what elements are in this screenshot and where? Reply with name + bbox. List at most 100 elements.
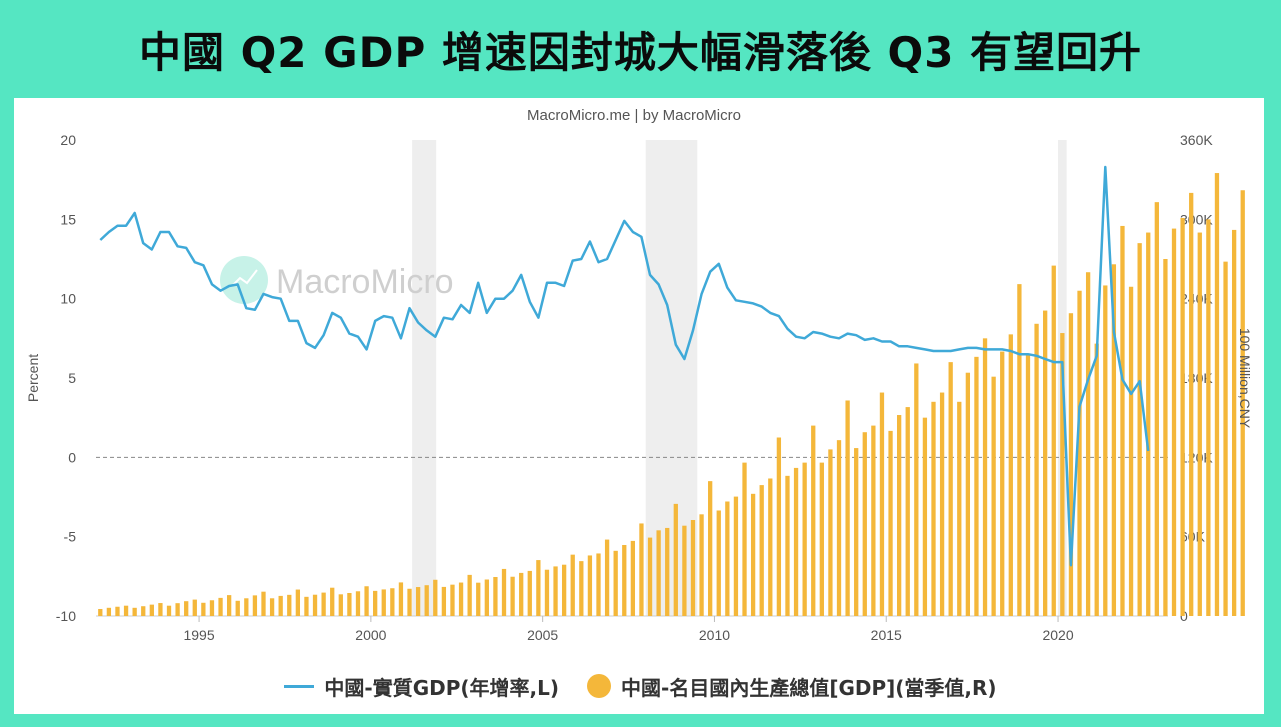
gdp-bar (501, 568, 507, 616)
gdp-bar (433, 579, 438, 616)
gdp-bar (862, 432, 867, 616)
gdp-bar (1206, 219, 1211, 616)
gdp-bar (639, 523, 644, 616)
gdp-bar (261, 591, 266, 616)
gdp-bar (1060, 333, 1065, 616)
gdp-bar (278, 595, 283, 616)
gdp-bar (630, 540, 636, 616)
gdp-bar (364, 586, 369, 616)
gdp-bar (321, 592, 326, 616)
gdp-bar (785, 475, 790, 616)
gdp-bar (828, 449, 833, 616)
watermark: MacroMicro (220, 256, 454, 304)
gdp-bar (1077, 290, 1082, 616)
gdp-bar (896, 415, 902, 616)
gdp-bar (1240, 190, 1245, 616)
gdp-bar (811, 425, 816, 616)
gdp-bar (561, 564, 567, 616)
gdp-bar (725, 501, 730, 616)
gdp-bar (1146, 232, 1151, 617)
gdp-bar (1189, 192, 1194, 616)
gdp-bar (381, 589, 386, 616)
gdp-bar (1008, 334, 1013, 616)
gdp-bar (647, 537, 653, 616)
gdp-bar (1051, 265, 1056, 616)
gdp-bar (570, 554, 575, 616)
gdp-bar (1043, 310, 1048, 616)
y-tick-right: 300K (1180, 211, 1213, 227)
y-tick-left: 15 (60, 211, 76, 227)
gdp-bar (613, 550, 618, 616)
gdp-bar (1197, 232, 1202, 617)
gdp-bar (750, 493, 756, 616)
gdp-bar (355, 591, 361, 616)
gdp-bar (1094, 343, 1099, 616)
gdp-bar (1128, 286, 1134, 616)
x-tick-label: 1995 (183, 627, 214, 643)
legend-label-nominal-gdp: 中國-名目國內生產總值[GDP](當季值,R) (621, 675, 997, 700)
y-tick-left: -5 (64, 529, 77, 545)
y-tick-right: 240K (1180, 291, 1213, 307)
gdp-bar (965, 372, 971, 616)
gdp-bar (690, 520, 696, 616)
gdp-bar (347, 592, 352, 616)
gdp-bar (441, 586, 447, 616)
gdp-bar (1223, 261, 1228, 616)
x-tick-label: 2005 (527, 627, 558, 643)
gdp-bar (244, 598, 249, 616)
gdp-bar (493, 576, 498, 616)
gdp-bar (1231, 229, 1237, 616)
gdp-bar (338, 594, 343, 616)
gdp-bar (209, 600, 215, 616)
gdp-bar (957, 401, 962, 616)
legend-line-icon (284, 684, 315, 688)
gdp-bar (1103, 285, 1108, 616)
gdp-bar (656, 530, 661, 616)
gdp-bar (484, 579, 489, 616)
y-tick-left: 10 (60, 291, 76, 307)
gdp-bar (98, 608, 103, 616)
gdp-bar (742, 462, 747, 616)
gdp-bar (682, 525, 687, 616)
gdp-bar (1163, 259, 1168, 616)
page-title: 中國 Q2 GDP 增速因封城大幅滑落後 Q3 有望回升 (138, 27, 1143, 77)
gdp-bar (415, 587, 421, 616)
watermark-text: MacroMicro (276, 263, 454, 301)
gdp-bar (622, 544, 627, 616)
gdp-bar (708, 481, 713, 616)
gdp-bar (1025, 354, 1031, 616)
gdp-bar (905, 407, 910, 616)
gdp-bar (166, 605, 172, 616)
x-tick-label: 2010 (699, 627, 730, 643)
gdp-bar (149, 604, 154, 616)
gdp-bar (304, 596, 309, 616)
legend-item-real-gdp[interactable]: 中國-實質GDP(年增率,L) (284, 672, 559, 701)
gdp-bar (218, 597, 223, 616)
gdp-bar (1068, 313, 1074, 616)
gdp-bar (836, 440, 842, 616)
gdp-bar (295, 589, 301, 616)
gdp-bar (424, 585, 429, 616)
legend-dot-icon (587, 674, 612, 698)
x-tick-label: 2015 (871, 627, 902, 643)
gdp-bar (330, 587, 335, 616)
gdp-bar (373, 590, 378, 616)
y-axis-right-label: 100 Million,CNY (1237, 328, 1253, 429)
gdp-bar (201, 602, 206, 616)
y-tick-right: 120K (1180, 449, 1213, 465)
gdp-bar (123, 605, 129, 616)
gdp-bar (235, 600, 240, 616)
gdp-bar (1034, 323, 1039, 616)
gdp-bar (1154, 202, 1159, 616)
gdp-bar (879, 392, 885, 616)
gdp-bar (175, 603, 180, 616)
gdp-bar (931, 401, 936, 616)
gdp-bar (407, 588, 412, 616)
gdp-bar (768, 478, 773, 616)
y-tick-left: 20 (60, 132, 76, 148)
gdp-bar (1180, 218, 1185, 616)
legend-item-nominal-gdp[interactable]: 中國-名目國內生產總值[GDP](當季值,R) (587, 672, 997, 701)
gdp-bar (914, 363, 919, 616)
real-gdp-line (99, 165, 1150, 567)
gdp-bar (802, 462, 807, 616)
